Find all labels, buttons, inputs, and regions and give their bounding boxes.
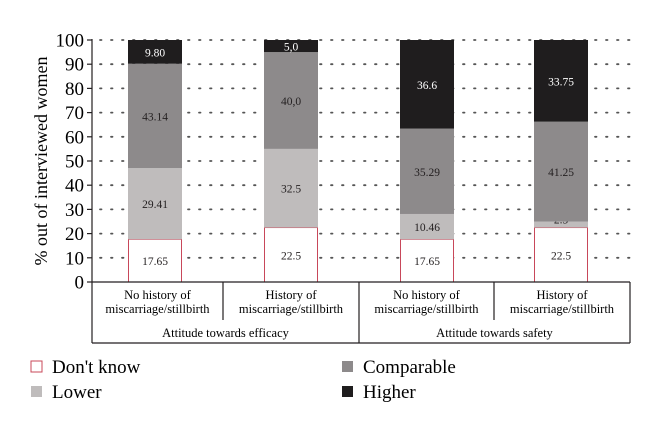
category-label: miscarriage/stillbirth (374, 302, 479, 316)
bar-segment (128, 63, 182, 169)
y-tick-label: 70 (65, 103, 84, 124)
data-label: 5,0 (284, 42, 299, 54)
category-label: History of (536, 288, 588, 302)
bar-segment (534, 40, 588, 122)
y-tick-label: 60 (65, 127, 84, 148)
bar-segment (264, 148, 318, 228)
legend-swatch (342, 361, 353, 372)
bar-segment (264, 227, 318, 283)
y-tick-label: 90 (65, 55, 84, 76)
legend-swatch (342, 386, 353, 397)
data-label: 36.6 (417, 80, 437, 92)
legend-label: Higher (363, 382, 416, 403)
y-tick-label: 50 (65, 152, 84, 173)
data-label: 33.75 (548, 76, 574, 88)
data-label: 32.5 (281, 184, 301, 196)
data-label: 17.65 (414, 256, 440, 268)
y-tick-label: 10 (65, 248, 84, 269)
y-tick-label: 40 (65, 176, 84, 197)
data-label: 43.14 (142, 111, 168, 123)
data-label: 10.46 (414, 222, 440, 234)
data-label: 29.41 (142, 199, 168, 211)
category-label: No history of (393, 288, 461, 302)
y-axis-title: % out of interviewed women (31, 57, 51, 266)
bar-segment (534, 221, 588, 228)
bar-segment (264, 52, 318, 149)
legend-swatch (30, 360, 43, 373)
data-label: 22.5 (281, 250, 301, 262)
y-tick-label: 30 (65, 200, 84, 221)
data-label: 17.65 (142, 256, 168, 268)
category-label: miscarriage/stillbirth (239, 302, 344, 316)
bar-segment (128, 168, 182, 240)
bar-segment (128, 40, 182, 64)
legend-label: Don't know (52, 357, 141, 378)
y-tick-label: 100 (56, 31, 85, 52)
category-label: No history of (124, 288, 192, 302)
y-tick-label: 0 (75, 273, 85, 294)
data-label: 35.29 (414, 167, 440, 179)
y-tick-label: 20 (65, 224, 84, 245)
data-label: 22.5 (551, 250, 571, 262)
bar-segment (400, 128, 454, 214)
y-tick-label: 80 (65, 79, 84, 100)
legend-swatch (31, 386, 42, 397)
data-label: 40,0 (281, 96, 301, 108)
category-label: miscarriage/stillbirth (510, 302, 615, 316)
legend-label: Lower (52, 382, 102, 403)
bar-segment (534, 121, 588, 222)
bar-segment (400, 40, 454, 129)
bar-segment (264, 40, 318, 53)
legend-label: Comparable (363, 357, 456, 378)
category-label: History of (265, 288, 317, 302)
bar-segment (400, 213, 454, 240)
data-label: 9.80 (145, 47, 165, 59)
group-label: Attitude towards safety (436, 326, 553, 340)
category-label: miscarriage/stillbirth (105, 302, 210, 316)
group-label: Attitude towards efficacy (162, 326, 290, 340)
data-label: 41.25 (548, 167, 574, 179)
